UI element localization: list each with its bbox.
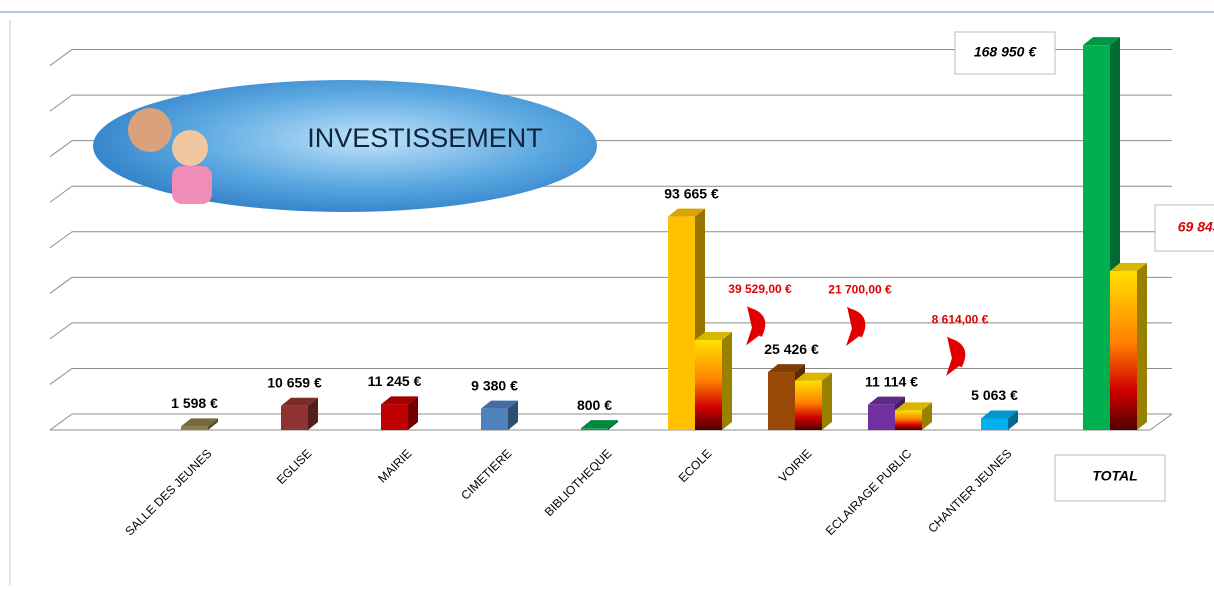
- value-label: 1 598 €: [171, 395, 218, 411]
- bar-front: [668, 217, 695, 430]
- bar-front: [1083, 45, 1110, 430]
- value-label: 21 700,00 €: [828, 283, 892, 297]
- photo-child-dress: [172, 166, 212, 204]
- bar: [981, 410, 1018, 430]
- x-tick-label: VOIRIE: [776, 446, 815, 485]
- floor-right: [1150, 414, 1172, 430]
- x-tick-label: CIMETIERE: [458, 446, 514, 502]
- x-tick-label: BIBLIOTHEQUE: [542, 446, 615, 519]
- bar: [581, 420, 618, 430]
- value-label: 93 665 €: [664, 185, 719, 201]
- bar-side: [822, 373, 832, 430]
- value-label: 11 114 €: [865, 373, 918, 389]
- x-tick-label: CHANTIER JEUNES: [925, 446, 1014, 535]
- annotation-arrow: [950, 340, 963, 370]
- value-label: 11 245 €: [368, 373, 422, 389]
- value-label: 10 659 €: [267, 374, 322, 390]
- value-label: 25 426 €: [764, 341, 819, 357]
- bar-front: [281, 406, 308, 430]
- bar: [381, 396, 418, 430]
- value-label: 9 380 €: [471, 377, 518, 393]
- x-tick-label: ECOLE: [676, 446, 715, 485]
- bar: [1110, 263, 1147, 430]
- value-label: 168 950 €: [974, 44, 1037, 60]
- bar-front: [895, 410, 922, 430]
- bar: [281, 398, 318, 430]
- value-label: 5 063 €: [971, 387, 1018, 403]
- chart: INVESTISSEMENT SALLE DES JEUNES 1 598 € EG…: [0, 0, 1214, 589]
- wall-line: [50, 323, 72, 339]
- wall-line: [50, 95, 72, 111]
- annotation-arrow: [850, 311, 863, 341]
- bar-front: [981, 418, 1008, 430]
- wall-line: [50, 232, 72, 248]
- x-tick-label: ECLAIRAGE PUBLIC: [823, 446, 915, 538]
- photo-child: [172, 130, 208, 166]
- bar-front: [695, 340, 722, 430]
- chart-title: INVESTISSEMENT: [307, 123, 543, 153]
- wall-line: [50, 414, 72, 430]
- wall-line: [50, 186, 72, 202]
- value-label: 8 614,00 €: [932, 313, 989, 327]
- wall-line: [50, 368, 72, 384]
- wall-line: [50, 277, 72, 293]
- bar-front: [1110, 271, 1137, 430]
- bar: [481, 401, 518, 430]
- bar-front: [581, 428, 608, 430]
- bar: [695, 332, 732, 430]
- value-label: 800 €: [577, 397, 612, 413]
- x-tick-label: EGLISE: [274, 446, 315, 487]
- x-tick-label: SALLE DES JEUNES: [122, 446, 214, 538]
- value-label: 39 529,00 €: [728, 282, 792, 296]
- x-tick-label: TOTAL: [1092, 468, 1137, 484]
- bar-front: [181, 426, 208, 430]
- value-label: 69 843 €: [1178, 219, 1214, 235]
- bar-front: [381, 404, 408, 430]
- photo-adult: [128, 108, 172, 152]
- bar-side: [722, 332, 732, 430]
- bar-top: [581, 420, 618, 428]
- bar-front: [868, 405, 895, 430]
- bar-side: [1137, 263, 1147, 430]
- annotation-arrow: [750, 310, 763, 340]
- bar: [181, 418, 218, 430]
- x-tick-label: MAIRIE: [375, 446, 414, 485]
- bar-front: [768, 372, 795, 430]
- bar: [895, 402, 932, 430]
- bar-front: [795, 381, 822, 430]
- bar: [795, 373, 832, 430]
- wall-line: [50, 141, 72, 157]
- bar-front: [481, 409, 508, 430]
- wall-line: [50, 50, 72, 66]
